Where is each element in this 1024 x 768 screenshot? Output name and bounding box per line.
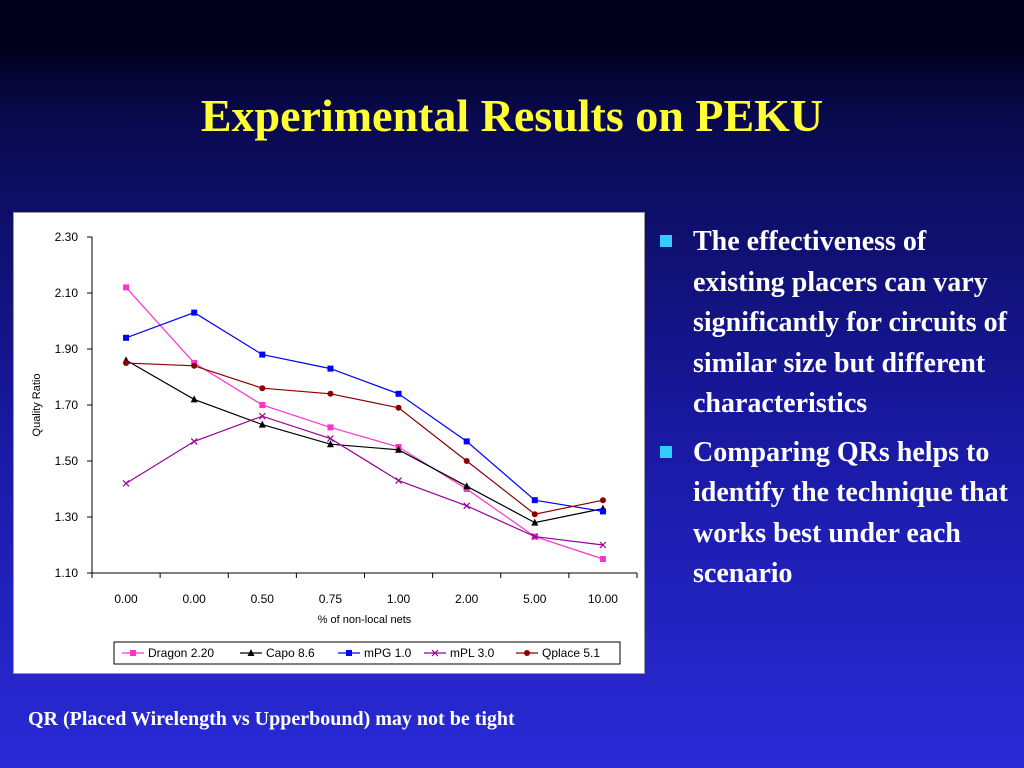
x-tick-label: 2.00 xyxy=(455,592,479,606)
data-point-mpl-3-0 xyxy=(258,412,266,420)
data-point-dragon-2-20 xyxy=(123,284,130,291)
data-point-qplace-5-1 xyxy=(463,458,470,464)
y-tick-label: 2.30 xyxy=(55,230,79,244)
y-tick-label: 1.50 xyxy=(55,454,79,468)
x-tick-label: 10.00 xyxy=(588,592,618,606)
legend-label: Capo 8.6 xyxy=(266,646,315,660)
data-point-mpg-1-0 xyxy=(531,497,538,504)
data-point-mpl-3-0 xyxy=(190,437,198,445)
bullet-list: The effectiveness of existing placers ca… xyxy=(650,222,1020,603)
y-tick-label: 1.10 xyxy=(55,566,79,580)
bullet-text: The effectiveness of existing placers ca… xyxy=(693,226,1007,419)
y-tick-label: 2.10 xyxy=(55,286,79,300)
series-line-capo-8-6 xyxy=(125,359,604,524)
data-point-dragon-2-20 xyxy=(259,402,266,408)
footnote: QR (Placed Wirelength vs Upperbound) may… xyxy=(28,708,515,730)
data-point-mpg-1-0 xyxy=(191,309,198,316)
data-point-mpg-1-0 xyxy=(599,508,606,515)
legend-swatch-marker xyxy=(130,650,136,656)
top-band xyxy=(0,0,1024,52)
series-line-mpl-3-0 xyxy=(125,415,604,546)
data-point-mpl-3-0 xyxy=(395,477,402,485)
data-point-capo-8-6 xyxy=(463,482,471,490)
data-point-mpg-1-0 xyxy=(327,365,334,372)
chart-panel: 1.10 1.30 1.50 1.70 1.90 2.10 2.30 0.00 0.00 0.50… xyxy=(13,212,645,674)
bullet-text: Comparing QRs helps to identify the tech… xyxy=(693,436,1008,590)
legend-box xyxy=(113,641,621,665)
data-point-mpl-3-0 xyxy=(122,479,130,487)
square-bullet-icon xyxy=(660,235,672,247)
legend-label: mPG 1.0 xyxy=(364,646,412,660)
legend-swatch-marker xyxy=(247,649,255,656)
data-point-capo-8-6 xyxy=(190,395,198,403)
x-axis-title: % of non-local nets xyxy=(318,614,412,626)
data-point-mpg-1-0 xyxy=(259,351,266,358)
x-tick-label: 1.00 xyxy=(387,592,411,606)
data-point-qplace-5-1 xyxy=(123,360,130,366)
data-point-capo-8-6 xyxy=(326,440,334,448)
data-point-capo-8-6 xyxy=(258,420,266,428)
x-tick-label: 0.75 xyxy=(319,592,343,606)
data-point-mpl-3-0 xyxy=(599,541,607,549)
y-tick-label: 1.30 xyxy=(55,510,79,524)
square-bullet-icon xyxy=(660,445,672,458)
data-point-dragon-2-20 xyxy=(599,556,606,562)
data-point-mpl-3-0 xyxy=(463,502,471,510)
series-line-qplace-5-1 xyxy=(126,362,604,515)
x-tick-label: 0.00 xyxy=(183,592,207,606)
data-point-dragon-2-20 xyxy=(327,424,334,431)
data-point-qplace-5-1 xyxy=(395,404,402,411)
bullet-item-effectiveness: The effectiveness of existing placers ca… xyxy=(650,222,1020,425)
data-point-mpg-1-0 xyxy=(463,438,470,445)
x-tick-label: 0.50 xyxy=(251,592,275,606)
data-point-qplace-5-1 xyxy=(531,511,538,518)
legend-label: mPL 3.0 xyxy=(450,646,495,660)
data-point-qplace-5-1 xyxy=(599,497,606,504)
data-point-qplace-5-1 xyxy=(191,362,198,369)
data-point-qplace-5-1 xyxy=(259,385,266,392)
quality-ratio-chart: 1.10 1.30 1.50 1.70 1.90 2.10 2.30 0.00 0.00 0.50… xyxy=(31,230,638,665)
slide-title: Experimental Results on PEKU xyxy=(200,90,824,141)
series-line-mpg-1-0 xyxy=(125,311,604,512)
x-tick-label: 5.00 xyxy=(523,592,547,606)
data-point-mpg-1-0 xyxy=(123,334,130,341)
data-point-mpl-3-0 xyxy=(531,533,539,541)
data-point-capo-8-6 xyxy=(395,445,403,453)
series-line-dragon-2-20 xyxy=(125,286,604,560)
data-point-mpl-3-0 xyxy=(327,435,334,443)
y-tick-label: 1.90 xyxy=(55,342,79,356)
data-point-capo-8-6 xyxy=(531,518,539,526)
legend-label: Qplace 5.1 xyxy=(542,646,600,660)
legend-swatch-marker xyxy=(431,649,439,657)
data-point-mpg-1-0 xyxy=(395,390,402,397)
y-tick-label: 1.70 xyxy=(55,398,79,412)
x-tick-label: 0.00 xyxy=(114,592,138,606)
legend-swatch-marker xyxy=(524,650,530,656)
bullet-item-comparing: Comparing QRs helps to identify the tech… xyxy=(650,433,1020,595)
legend-swatch-marker xyxy=(346,650,352,656)
legend-label: Dragon 2.20 xyxy=(148,646,214,660)
data-point-qplace-5-1 xyxy=(327,390,334,397)
y-axis-title: Quality Ratio xyxy=(31,374,43,437)
